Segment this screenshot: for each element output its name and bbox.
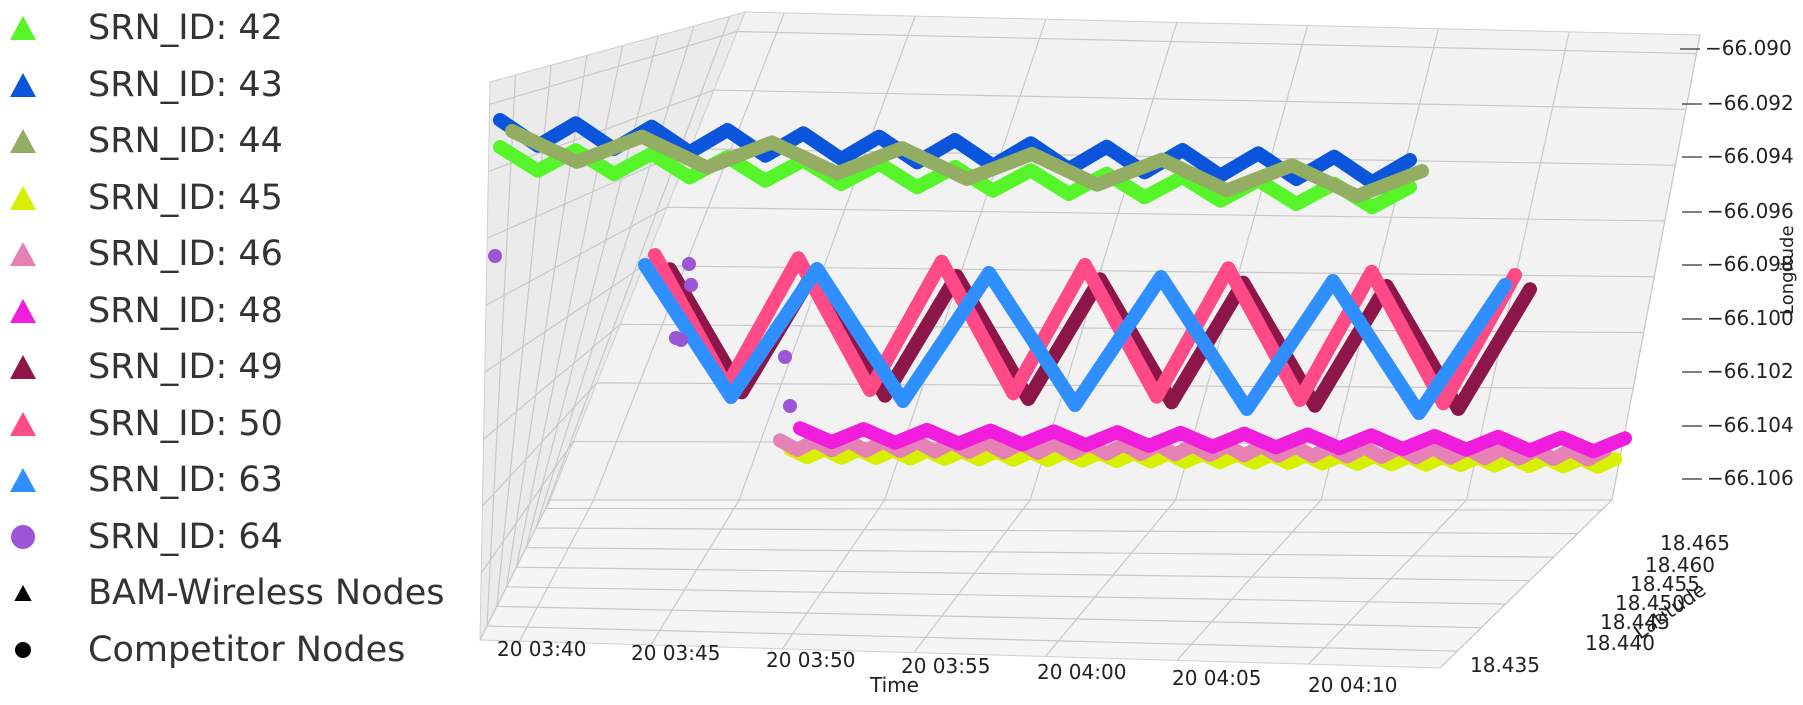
- y-tick-label: 18.460: [1645, 553, 1715, 577]
- grid-line-z: [485, 206, 1665, 306]
- legend-item: SRN_ID: 64: [0, 509, 283, 565]
- x-tick-label: 20 04:10: [1308, 673, 1397, 697]
- grid-line-y: [544, 15, 1602, 511]
- grid-line-y: [535, 25, 1578, 535]
- x-tick-label: 20 03:45: [631, 641, 720, 665]
- z-tick-label: −66.098: [1707, 252, 1794, 276]
- series-track-50: [648, 248, 1522, 411]
- grid-line-y: [505, 55, 1506, 605]
- z-tick-label: −66.090: [1705, 36, 1792, 60]
- y-tick-label: 18.450: [1615, 591, 1685, 615]
- z-tick-label: −66.100: [1707, 306, 1794, 330]
- triangle-marker-icon: [0, 239, 46, 269]
- y-tick-label: 18.445: [1600, 610, 1670, 634]
- legend-item: SRN_ID: 43: [0, 57, 283, 113]
- triangle-marker-icon: [0, 465, 46, 495]
- grid-line-y: [515, 45, 1530, 582]
- triangle-marker-icon: [0, 70, 46, 100]
- series-track-63: [638, 258, 1512, 420]
- grid-line-z: [489, 30, 1697, 105]
- triangle-marker-icon: [0, 296, 46, 326]
- competitor-node-point: [682, 257, 696, 271]
- triangle-marker-icon: [0, 352, 46, 382]
- legend-label: SRN_ID: 50: [88, 403, 283, 444]
- triangle-marker-icon: [0, 409, 46, 439]
- x-tick-label: 20 04:05: [1172, 666, 1261, 690]
- legend-label: SRN_ID: 63: [88, 460, 283, 500]
- triangle-marker-icon: [0, 126, 46, 156]
- legend-label: SRN_ID: 44: [88, 121, 283, 161]
- competitor-node-point: [674, 333, 688, 347]
- circle-marker-icon: [0, 640, 46, 660]
- legend-label: SRN_ID: 46: [88, 234, 283, 274]
- triangle-marker-icon: [0, 583, 46, 603]
- grid-line-y: [486, 74, 1458, 652]
- z-tick-label: −66.106: [1707, 466, 1794, 490]
- legend-label: SRN_ID: 43: [88, 64, 283, 105]
- z-tick-label: −66.094: [1707, 144, 1794, 168]
- series-track-48: [793, 421, 1632, 459]
- circle-marker-icon: [0, 522, 46, 552]
- series-track-44: [505, 124, 1429, 204]
- tick-labels: 20 03:40 20 03:45 20 03:50 20 03:55 20 04:00…: [497, 36, 1798, 697]
- legend-item: BAM-Wireless Nodes: [0, 565, 445, 621]
- legend-label: Competitor Nodes: [88, 629, 406, 670]
- legend-label: SRN_ID: 42: [88, 8, 283, 48]
- legend: SRN_ID: 42 SRN_ID: 43 SRN_ID: 44 SRN_ID: 45…: [0, 0, 480, 705]
- y-tick-label: 18.440: [1585, 631, 1655, 655]
- triangle-marker-icon: [0, 13, 46, 43]
- back-pane: [549, 11, 1701, 501]
- series-track-43: [493, 113, 1417, 190]
- legend-label: SRN_ID: 45: [88, 177, 283, 218]
- legend-item: SRN_ID: 44: [0, 113, 283, 169]
- x-tick-label: 20 04:00: [1037, 660, 1126, 684]
- z-tick-label: −66.102: [1707, 359, 1794, 383]
- axis-panes: [479, 11, 1701, 669]
- legend-item: SRN_ID: 42: [0, 0, 283, 56]
- y-tick-label: 18.435: [1470, 653, 1540, 677]
- y-tick-label: 18.465: [1660, 531, 1730, 555]
- x-tick-label: 20 03:55: [901, 654, 990, 678]
- competitor-node-point: [684, 278, 698, 292]
- legend-item: SRN_ID: 49: [0, 339, 283, 395]
- z-tick-label: −66.096: [1707, 199, 1794, 223]
- competitor-node-point: [783, 399, 797, 413]
- legend-label: SRN_ID: 64: [88, 516, 283, 557]
- legend-item: Competitor Nodes: [0, 622, 405, 678]
- series-layer: [488, 113, 1632, 474]
- legend-item: SRN_ID: 46: [0, 226, 283, 282]
- legend-label: BAM-Wireless Nodes: [88, 573, 445, 613]
- z-tick-label: −66.092: [1707, 91, 1794, 115]
- legend-item: SRN_ID: 45: [0, 170, 283, 226]
- z-axis-label: Longitude: [1777, 225, 1798, 315]
- z-tick-label: −66.104: [1707, 413, 1794, 437]
- x-tick-label: 20 03:40: [497, 637, 586, 661]
- legend-item: SRN_ID: 48: [0, 283, 283, 339]
- x-axis-label: Time: [869, 673, 919, 697]
- grid-line-y: [525, 35, 1554, 558]
- triangle-marker-icon: [0, 183, 46, 213]
- grid-line-y: [496, 65, 1482, 629]
- y-tick-label: 18.455: [1630, 572, 1700, 596]
- competitor-node-point: [488, 249, 502, 263]
- grid-line-z: [488, 89, 1686, 172]
- legend-item: SRN_ID: 63: [0, 452, 283, 508]
- x-tick-label: 20 03:50: [766, 648, 855, 672]
- legend-label: SRN_ID: 49: [88, 347, 283, 387]
- legend-label: SRN_ID: 48: [88, 290, 283, 331]
- competitor-node-point: [778, 350, 792, 364]
- grid-line-z: [479, 499, 1612, 641]
- legend-item: SRN_ID: 50: [0, 396, 283, 452]
